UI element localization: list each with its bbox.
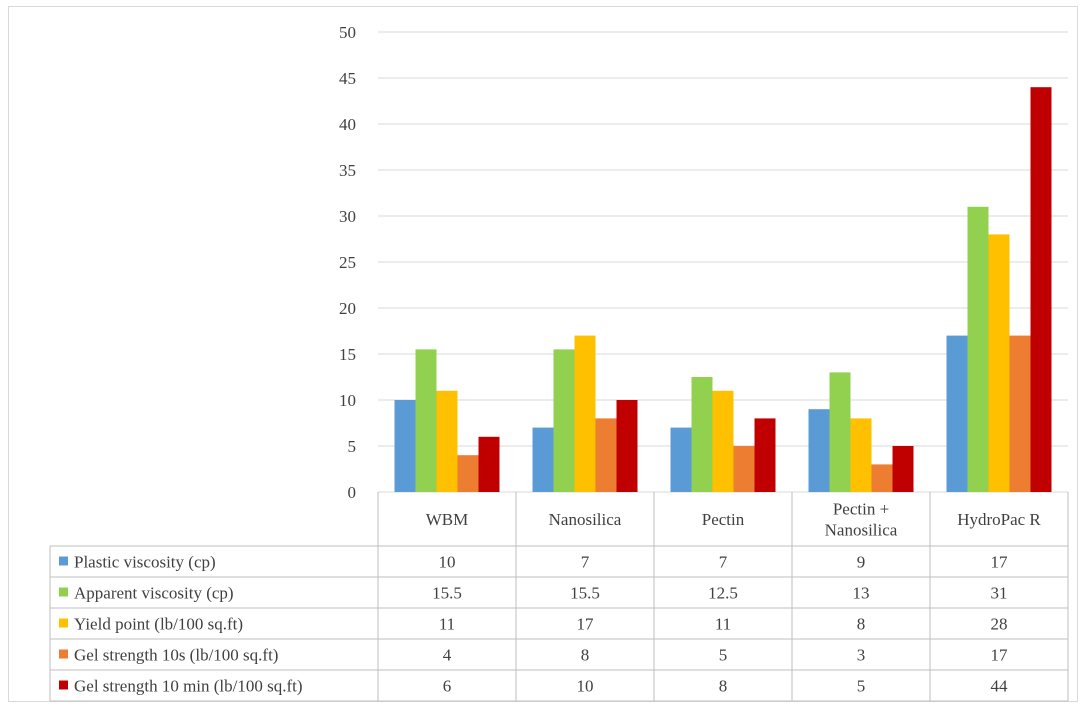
category-label-5: HydroPac R xyxy=(957,510,1041,529)
bar-3-4 xyxy=(850,418,872,492)
legend-key-3 xyxy=(59,618,68,628)
series-name-5: Gel strength 10 min (lb/100 sq.ft) xyxy=(74,677,303,696)
value-4-4: 3 xyxy=(857,646,866,665)
value-4-2: 8 xyxy=(581,646,590,665)
series-name-2: Apparent viscosity (cp) xyxy=(74,584,234,603)
y-tick-label-35: 35 xyxy=(339,161,356,180)
series-name-1: Plastic viscosity (cp) xyxy=(74,553,216,572)
category-label-2: Nanosilica xyxy=(549,510,622,529)
bar-3-2 xyxy=(574,335,596,492)
bar-3-1 xyxy=(436,390,458,492)
y-tick-label-30: 30 xyxy=(339,207,356,226)
category-label-4-line-2: Nanosilica xyxy=(825,521,898,540)
bar-1-2 xyxy=(532,427,554,492)
value-3-2: 17 xyxy=(577,615,595,634)
value-5-3: 8 xyxy=(719,677,728,696)
y-tick-label-0: 0 xyxy=(348,483,357,502)
bar-1-4 xyxy=(808,409,830,492)
bar-5-1 xyxy=(478,436,500,492)
category-label-3: Pectin xyxy=(702,510,745,529)
bar-5-2 xyxy=(616,400,638,492)
bar-4-3 xyxy=(733,446,755,492)
bar-2-5 xyxy=(967,206,989,493)
bar-3-5 xyxy=(988,234,1010,492)
value-4-5: 17 xyxy=(991,646,1009,665)
value-1-3: 7 xyxy=(719,553,728,572)
bar-4-1 xyxy=(457,455,479,492)
value-1-2: 7 xyxy=(581,553,590,572)
bar-2-4 xyxy=(829,372,851,492)
value-5-4: 5 xyxy=(857,677,866,696)
value-4-1: 4 xyxy=(443,646,452,665)
category-label-4-line-1: Pectin + xyxy=(833,500,889,519)
y-tick-label-10: 10 xyxy=(339,391,356,410)
bar-1-1 xyxy=(394,400,416,492)
value-3-5: 28 xyxy=(991,615,1008,634)
bar-2-3 xyxy=(691,377,713,492)
value-2-4: 13 xyxy=(853,584,870,603)
bar-4-2 xyxy=(595,418,617,492)
bar-1-3 xyxy=(670,427,692,492)
y-tick-label-50: 50 xyxy=(339,23,356,42)
y-tick-label-15: 15 xyxy=(339,345,356,364)
series-name-4: Gel strength 10s (lb/100 sq.ft) xyxy=(74,646,278,665)
bar-2-2 xyxy=(553,349,575,492)
legend-key-1 xyxy=(59,556,68,566)
bar-2-1 xyxy=(415,349,437,492)
value-3-4: 8 xyxy=(857,615,866,634)
value-1-1: 10 xyxy=(439,553,456,572)
value-2-3: 12.5 xyxy=(708,584,738,603)
value-2-2: 15.5 xyxy=(570,584,600,603)
value-3-3: 11 xyxy=(715,615,731,634)
category-label-1: WBM xyxy=(426,510,469,529)
bar-1-5 xyxy=(946,335,968,492)
value-3-1: 11 xyxy=(439,615,455,634)
legend-key-5 xyxy=(59,680,68,690)
y-tick-label-20: 20 xyxy=(339,299,356,318)
bar-5-4 xyxy=(892,446,914,492)
bar-4-5 xyxy=(1009,335,1031,492)
value-1-4: 9 xyxy=(857,553,866,572)
bar-5-5 xyxy=(1030,87,1052,492)
value-4-3: 5 xyxy=(719,646,728,665)
legend-key-4 xyxy=(59,649,68,659)
y-tick-label-25: 25 xyxy=(339,253,356,272)
value-2-5: 31 xyxy=(991,584,1008,603)
legend-key-2 xyxy=(59,587,68,597)
value-2-1: 15.5 xyxy=(432,584,462,603)
bar-4-4 xyxy=(871,464,893,492)
value-5-5: 44 xyxy=(991,677,1009,696)
series-name-3: Yield point (lb/100 sq.ft) xyxy=(74,615,243,634)
value-5-1: 6 xyxy=(443,677,452,696)
y-tick-label-45: 45 xyxy=(339,69,356,88)
y-tick-label-40: 40 xyxy=(339,115,356,134)
bar-5-3 xyxy=(754,418,776,492)
y-tick-label-5: 5 xyxy=(348,437,357,456)
value-1-5: 17 xyxy=(991,553,1009,572)
value-5-2: 10 xyxy=(577,677,594,696)
bar-3-3 xyxy=(712,390,734,492)
